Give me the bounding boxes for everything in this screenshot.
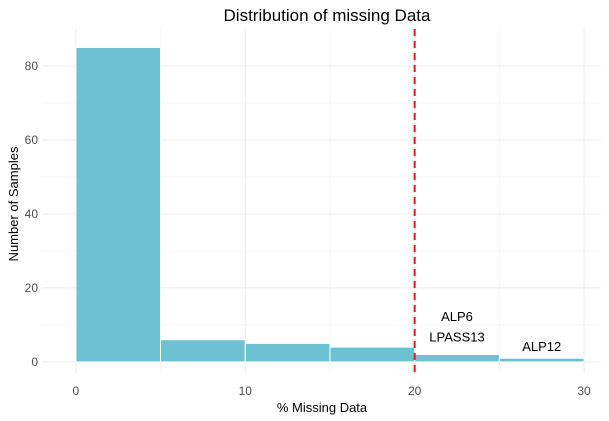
bars <box>75 46 585 363</box>
tick-labels: 0 10 20 30 0 20 40 60 80 <box>25 59 591 398</box>
y-tick-label: 60 <box>25 133 39 147</box>
histogram-bar <box>75 46 162 363</box>
x-tick-label: 30 <box>577 384 591 398</box>
histogram-bar <box>329 346 416 363</box>
annotations: ALP6 LPASS13 ALP12 <box>429 309 561 354</box>
histogram-bar <box>498 357 585 363</box>
x-axis-label: % Missing Data <box>277 400 368 415</box>
y-tick-label: 80 <box>25 59 39 73</box>
y-tick-label: 40 <box>25 207 39 221</box>
chart-title: Distribution of missing Data <box>224 6 431 25</box>
x-tick-label: 0 <box>73 384 80 398</box>
annotation-label: ALP12 <box>522 339 561 354</box>
x-tick-label: 20 <box>408 384 422 398</box>
y-tick-label: 0 <box>31 355 38 369</box>
annotation-label: LPASS13 <box>429 330 484 345</box>
y-axis-label: Number of Samples <box>6 146 21 261</box>
x-tick-label: 10 <box>239 384 253 398</box>
histogram-bar <box>414 354 500 363</box>
y-tick-label: 20 <box>25 281 39 295</box>
annotation-label: ALP6 <box>441 309 473 324</box>
histogram-bar <box>244 342 331 363</box>
histogram-bar <box>160 339 246 363</box>
